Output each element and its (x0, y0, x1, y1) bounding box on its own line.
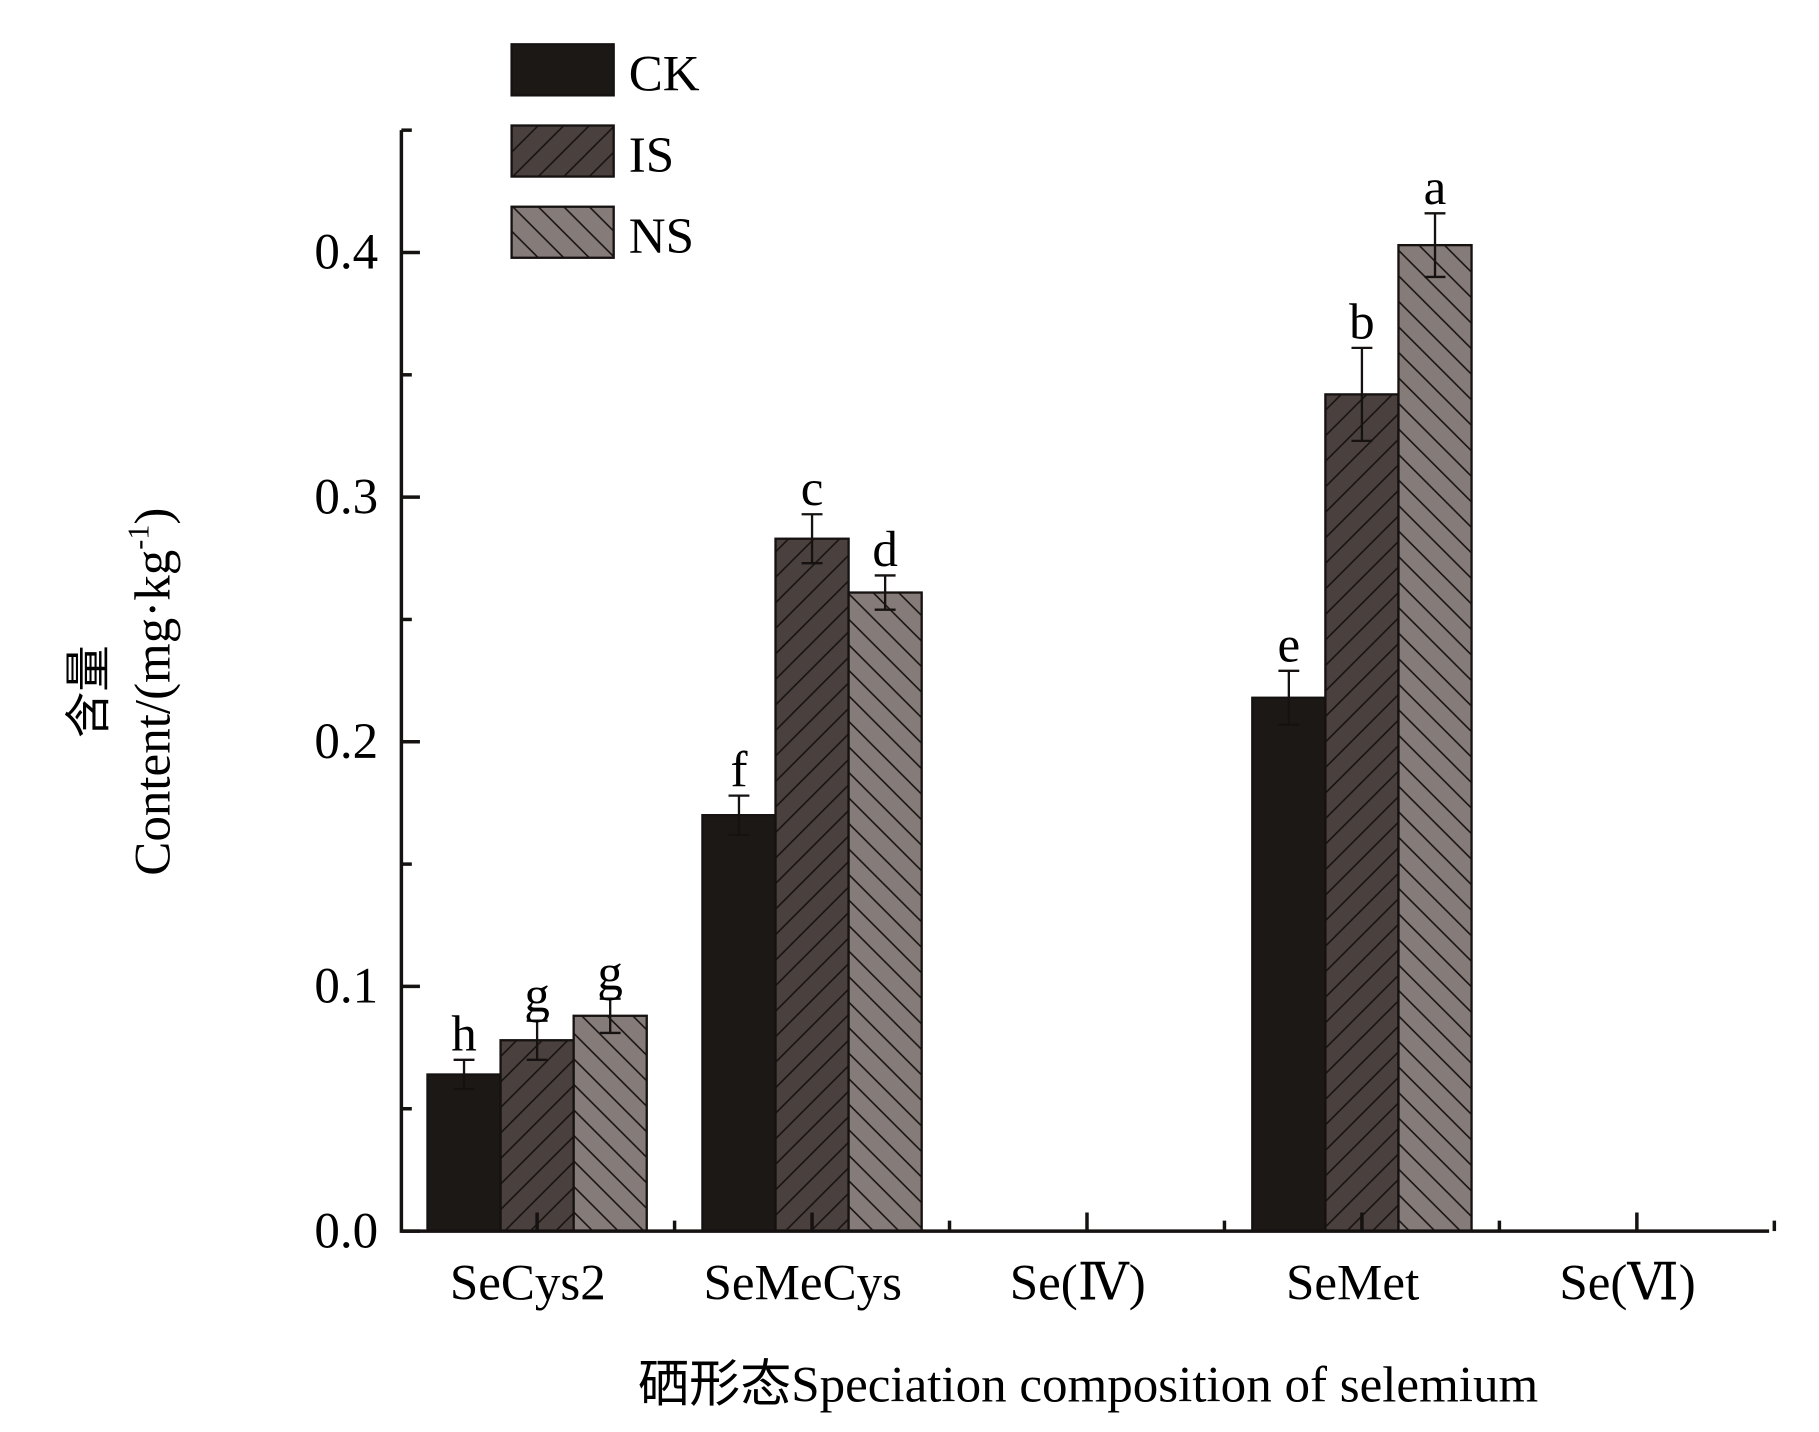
significance-letter: d (872, 522, 898, 578)
significance-letter: e (1278, 618, 1301, 674)
y-axis-title-end: ) (125, 508, 181, 525)
x-tick-label: SeMeCys (704, 1256, 902, 1312)
error-bar (526, 1019, 548, 1061)
significance-letter: a (1424, 160, 1447, 216)
x-tick-label: Se(Ⅳ) (1010, 1256, 1146, 1312)
error-bar (1351, 346, 1373, 443)
y-axis-title-text: Content/(mg·kg (125, 550, 181, 876)
significance-letter: b (1349, 295, 1375, 351)
legend-label-ns: NS (629, 209, 694, 265)
y-tick-label: 0.0 (314, 1203, 378, 1259)
y-tick-label: 0.3 (314, 469, 378, 525)
legend-swatch-is (510, 124, 615, 178)
bar-ns-3 (1397, 243, 1473, 1233)
significance-letter: c (801, 461, 824, 517)
error-bar (874, 574, 896, 611)
significance-letter: g (597, 945, 623, 1001)
error-bar (1278, 669, 1300, 726)
x-axis-title: 硒形态Speciation composition of selemium (638, 1358, 1538, 1414)
x-tick-label: Se(Ⅵ) (1559, 1256, 1695, 1312)
axes-layer: 0.0 0.1 0.2 0.3 0.4 SeCys2 SeMeCys Se(Ⅳ) SeMet Se… (314, 128, 1777, 1312)
legend: CK IS NS (510, 43, 700, 265)
bar-is-0 (499, 1039, 575, 1233)
error-bar (453, 1058, 475, 1091)
legend-label-is: IS (629, 128, 674, 184)
significance-letter: f (730, 742, 747, 798)
significance-letter: g (524, 967, 550, 1023)
y-tick-label: 0.2 (314, 714, 378, 770)
error-bar (801, 513, 823, 565)
bar-ck-0 (426, 1073, 502, 1233)
legend-swatch-ck (510, 43, 615, 97)
y-axis-title-cn: 含量 (61, 645, 115, 738)
bar-ns-1 (847, 591, 923, 1233)
error-bar (728, 794, 750, 836)
legend-label-ck: CK (629, 47, 700, 103)
x-tick-label: SeMet (1286, 1256, 1419, 1312)
bar-is-3 (1324, 393, 1400, 1233)
y-axis-title: Content/(mg·kg-1) 含量 (61, 508, 181, 876)
y-tick-label: 0.1 (314, 959, 378, 1015)
error-bar (1424, 212, 1446, 279)
error-bar (599, 997, 621, 1035)
bar-is-1 (774, 537, 850, 1233)
y-axis-title-sup: -1 (121, 525, 155, 550)
svg-text:Content/(mg·kg-1): Content/(mg·kg-1) (121, 508, 181, 876)
x-tick-label: SeCys2 (450, 1256, 606, 1312)
bar-ns-0 (572, 1014, 648, 1233)
significance-letter: h (451, 1007, 477, 1063)
bar-ck-1 (701, 814, 777, 1233)
bars-layer: h f e g c b g d a (426, 160, 1473, 1233)
legend-swatch-ns (510, 205, 615, 259)
y-tick-label: 0.4 (314, 225, 378, 281)
bar-ck-3 (1251, 696, 1327, 1233)
